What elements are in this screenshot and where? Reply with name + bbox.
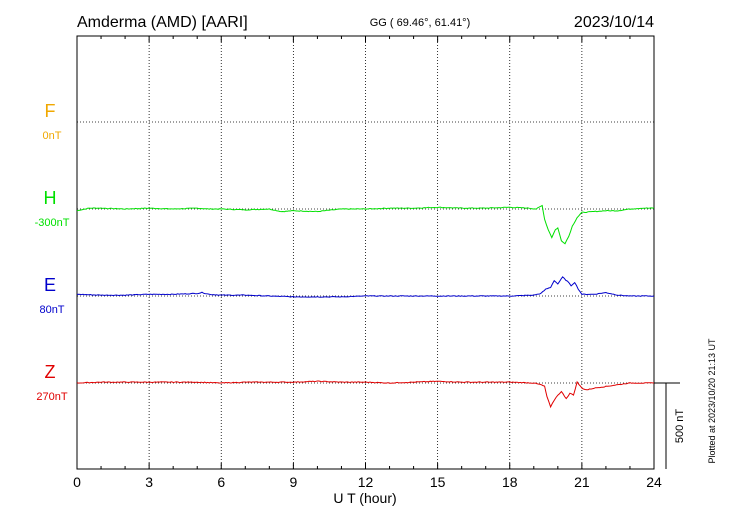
plot-date: 2023/10/14 (574, 14, 654, 31)
series-baseline-H: -300nT (35, 217, 70, 229)
geographic-coordinates: GG ( 69.46°, 61.41°) (370, 17, 471, 29)
series-name-F: F (45, 101, 56, 121)
series-labels: F 0nT H -300nT E 80nT Z 270nT (35, 101, 70, 403)
x-tick-label-21: 21 (574, 474, 590, 490)
x-axis-label: U T (hour) (333, 490, 396, 506)
x-tick-label-6: 6 (217, 474, 225, 490)
x-axis-ticks (76, 36, 655, 469)
series-baseline-E: 80nT (39, 304, 64, 316)
scale-bar-label: 500 nT (674, 409, 686, 444)
series-line-E (76, 276, 655, 298)
station-title: Amderma (AMD) [AARI] (77, 14, 248, 31)
series-baseline-Z: 270nT (36, 391, 67, 403)
series-name-H: H (44, 188, 57, 208)
x-tick-label-12: 12 (358, 474, 374, 490)
series-name-E: E (44, 275, 56, 295)
x-tick-label-24: 24 (646, 474, 662, 490)
x-tick-label-3: 3 (145, 474, 153, 490)
x-tick-label-15: 15 (430, 474, 446, 490)
x-tick-label-9: 9 (289, 474, 297, 490)
series-line-Z (76, 380, 655, 409)
x-axis-tick-labels: 0 3 6 9 12 15 18 21 24 (73, 474, 662, 490)
x-tick-label-18: 18 (502, 474, 518, 490)
x-tick-label-0: 0 (73, 474, 81, 490)
scale-bar: 500 nT (654, 382, 686, 469)
vertical-gridlines (148, 36, 583, 469)
series-line-H (76, 204, 655, 245)
series-name-Z: Z (45, 362, 56, 382)
series-baseline-F: 0nT (43, 130, 62, 142)
series-lines (76, 204, 655, 409)
plotted-at-note: Plotted at 2023/10/20 21:13 UT (707, 338, 717, 464)
